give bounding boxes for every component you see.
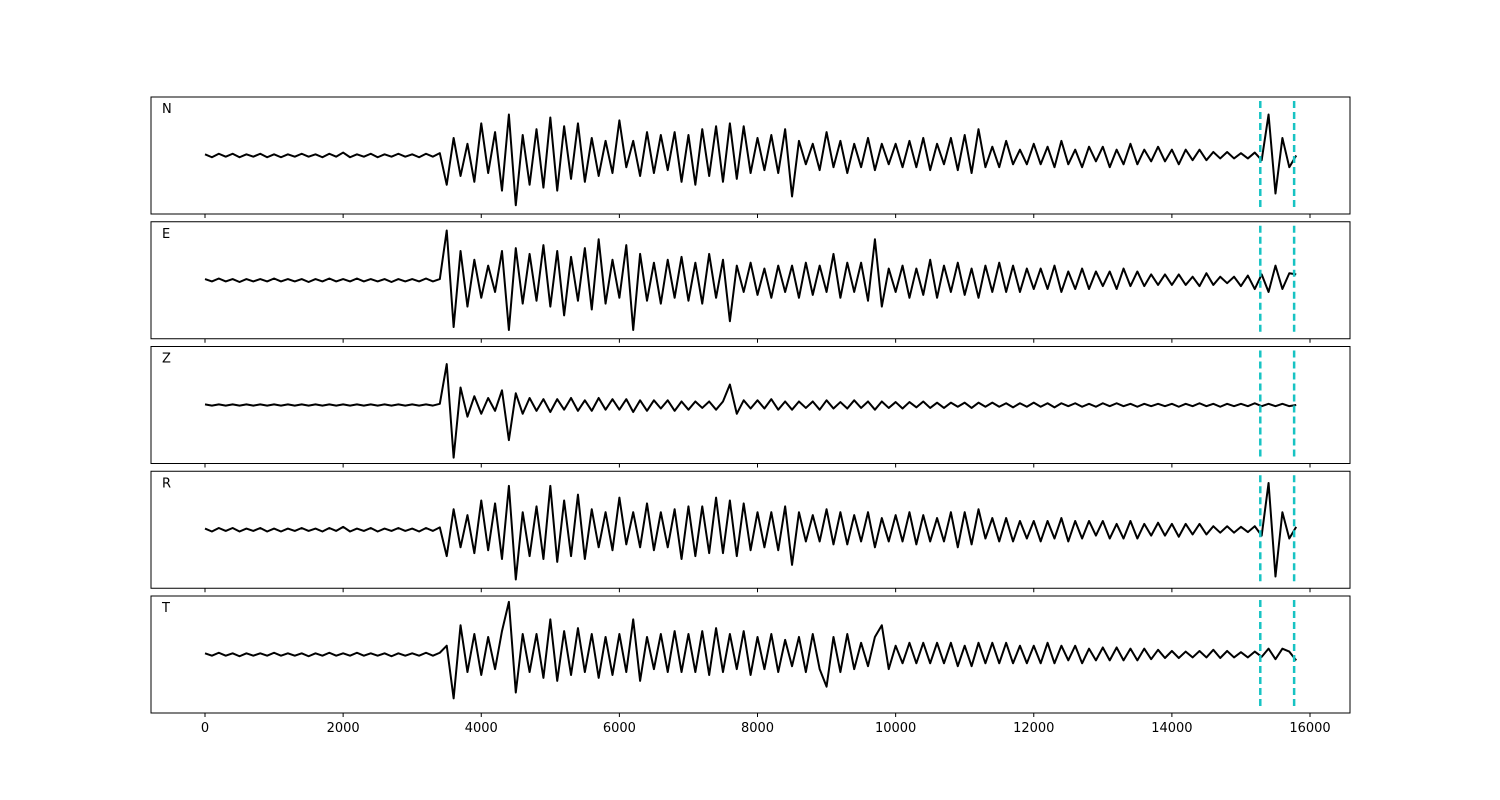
x-tick-label: 2000 <box>327 721 360 736</box>
x-tick-label: 14000 <box>1151 721 1192 736</box>
panel-frame <box>150 96 1351 215</box>
x-tick-label: 10000 <box>875 721 916 736</box>
panel-frame <box>150 221 1351 340</box>
panel-frame <box>150 346 1351 464</box>
panel-label: T <box>161 601 170 616</box>
x-tick-label: 12000 <box>1013 721 1054 736</box>
panel-frame <box>150 470 1351 589</box>
x-tick-label: 8000 <box>741 721 774 736</box>
x-tick-label: 6000 <box>603 721 636 736</box>
x-tick-label: 0 <box>201 721 209 736</box>
panel-frame <box>150 595 1351 714</box>
panel-label: R <box>162 476 171 491</box>
trace <box>204 363 1297 459</box>
trace <box>204 481 1298 581</box>
panel-label: N <box>162 102 172 117</box>
trace <box>204 600 1297 700</box>
trace <box>204 229 1297 331</box>
x-tick-label: 16000 <box>1289 721 1330 736</box>
trace <box>204 113 1298 207</box>
panel-label: E <box>162 227 170 242</box>
x-tick-label: 4000 <box>465 721 498 736</box>
panel-label: Z <box>162 352 171 367</box>
